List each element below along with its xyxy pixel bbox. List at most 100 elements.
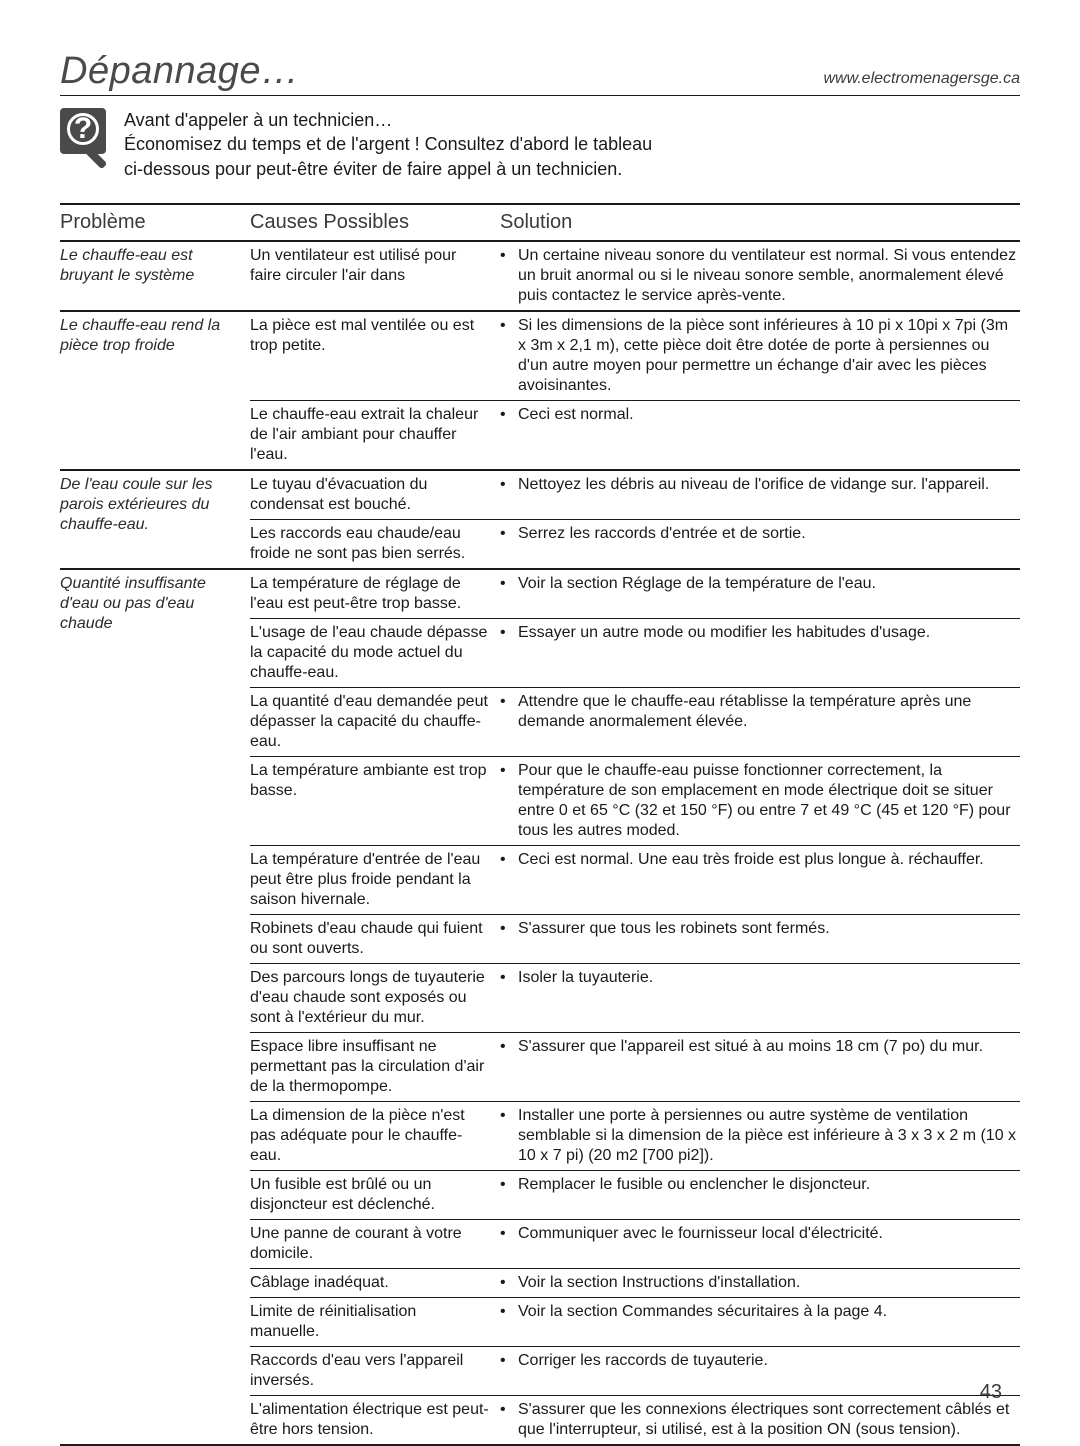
- solution-text: Un certaine niveau sonore du ventilateur…: [518, 246, 1020, 306]
- solution-text: Remplacer le fusible ou enclencher le di…: [518, 1175, 1020, 1215]
- cause-cell: Espace libre insuffisant ne permettant p…: [250, 1037, 500, 1097]
- cause-cell: Câblage inadéquat.: [250, 1273, 500, 1293]
- table-row: Câblage inadéquat.•Voir la section Instr…: [250, 1268, 1020, 1297]
- cause-cell: Les raccords eau chaude/eau froide ne so…: [250, 524, 500, 564]
- col-header-cause: Causes Possibles: [250, 205, 500, 240]
- table-row: Les raccords eau chaude/eau froide ne so…: [250, 519, 1020, 568]
- bullet-icon: •: [500, 919, 518, 959]
- solution-cell: •S'assurer que l'appareil est situé à au…: [500, 1037, 1020, 1097]
- bullet-icon: •: [500, 1400, 518, 1440]
- table-row: Le tuyau d'évacuation du condensat est b…: [250, 471, 1020, 519]
- solution-text: Si les dimensions de la pièce sont infér…: [518, 316, 1020, 396]
- table-row: La température ambiante est trop basse.•…: [250, 756, 1020, 845]
- table-row: La dimension de la pièce n'est pas adéqu…: [250, 1101, 1020, 1170]
- cause-cell: La dimension de la pièce n'est pas adéqu…: [250, 1106, 500, 1166]
- problem-group: Le chauffe-eau rend la pièce trop froide…: [60, 310, 1020, 469]
- cause-cell: Des parcours longs de tuyauterie d'eau c…: [250, 968, 500, 1028]
- problem-label: Quantité insuffisante d'eau ou pas d'eau…: [60, 570, 250, 1444]
- table-row: Robinets d'eau chaude qui fuient ou sont…: [250, 914, 1020, 963]
- cause-cell: Le tuyau d'évacuation du condensat est b…: [250, 475, 500, 515]
- table-body: Le chauffe-eau est bruyant le systèmeUn …: [60, 242, 1020, 1444]
- bullet-icon: •: [500, 850, 518, 910]
- solution-text: S'assurer que les connexions électriques…: [518, 1400, 1020, 1440]
- problem-label: De l'eau coule sur les parois extérieure…: [60, 471, 250, 568]
- solution-cell: •Remplacer le fusible ou enclencher le d…: [500, 1175, 1020, 1215]
- bullet-icon: •: [500, 1351, 518, 1391]
- bullet-icon: •: [500, 1037, 518, 1097]
- problem-group: De l'eau coule sur les parois extérieure…: [60, 469, 1020, 568]
- solution-cell: •Essayer un autre mode ou modifier les h…: [500, 623, 1020, 683]
- problem-group: Quantité insuffisante d'eau ou pas d'eau…: [60, 568, 1020, 1444]
- question-mark-icon: ?: [67, 113, 99, 145]
- bullet-icon: •: [500, 1175, 518, 1215]
- solution-text: Essayer un autre mode ou modifier les ha…: [518, 623, 1020, 683]
- cause-cell: La pièce est mal ventilée ou est trop pe…: [250, 316, 500, 396]
- solution-text: S'assurer que l'appareil est situé à au …: [518, 1037, 1020, 1097]
- table-row: Espace libre insuffisant ne permettant p…: [250, 1032, 1020, 1101]
- cause-cell: La température de réglage de l'eau est p…: [250, 574, 500, 614]
- solution-text: Communiquer avec le fournisseur local d'…: [518, 1224, 1020, 1264]
- col-header-solution: Solution: [500, 205, 1020, 240]
- bullet-icon: •: [500, 405, 518, 465]
- table-header: Problème Causes Possibles Solution: [60, 203, 1020, 242]
- solution-cell: •Serrez les raccords d'entrée et de sort…: [500, 524, 1020, 564]
- bullet-icon: •: [500, 1224, 518, 1264]
- table-row: La température d'entrée de l'eau peut êt…: [250, 845, 1020, 914]
- cause-cell: Limite de réinitialisation manuelle.: [250, 1302, 500, 1342]
- solution-text: S'assurer que tous les robinets sont fer…: [518, 919, 1020, 959]
- solution-cell: •Pour que le chauffe-eau puisse fonction…: [500, 761, 1020, 841]
- problem-rows: Le tuyau d'évacuation du condensat est b…: [250, 471, 1020, 568]
- table-row: L'alimentation électrique est peut-être …: [250, 1395, 1020, 1444]
- solution-cell: •Attendre que le chauffe-eau rétablisse …: [500, 692, 1020, 752]
- solution-text: Attendre que le chauffe-eau rétablisse l…: [518, 692, 1020, 752]
- col-header-problem: Problème: [60, 205, 250, 240]
- solution-text: Serrez les raccords d'entrée et de sorti…: [518, 524, 1020, 564]
- table-row: Raccords d'eau vers l'appareil inversés.…: [250, 1346, 1020, 1395]
- intro-text: Avant d'appeler à un technicien… Économi…: [124, 108, 652, 181]
- table-row: Limite de réinitialisation manuelle.•Voi…: [250, 1297, 1020, 1346]
- bullet-icon: •: [500, 1106, 518, 1166]
- table-row: La quantité d'eau demandée peut dépasser…: [250, 687, 1020, 756]
- solution-text: Voir la section Instructions d'installat…: [518, 1273, 1020, 1293]
- problem-group: Le chauffe-eau est bruyant le systèmeUn …: [60, 242, 1020, 310]
- bullet-icon: •: [500, 692, 518, 752]
- problem-rows: La température de réglage de l'eau est p…: [250, 570, 1020, 1444]
- solution-text: Isoler la tuyauterie.: [518, 968, 1020, 1028]
- bullet-icon: •: [500, 475, 518, 515]
- solution-cell: •Voir la section Instructions d'installa…: [500, 1273, 1020, 1293]
- help-magnifier-icon: ?: [60, 108, 106, 154]
- table-row: Un ventilateur est utilisé pour faire ci…: [250, 242, 1020, 310]
- cause-cell: La température d'entrée de l'eau peut êt…: [250, 850, 500, 910]
- cause-cell: Un fusible est brûlé ou un disjoncteur e…: [250, 1175, 500, 1215]
- solution-cell: •Isoler la tuyauterie.: [500, 968, 1020, 1028]
- bullet-icon: •: [500, 968, 518, 1028]
- site-url: www.electromenagersge.ca: [823, 70, 1020, 88]
- cause-cell: L'alimentation électrique est peut-être …: [250, 1400, 500, 1440]
- cause-cell: Un ventilateur est utilisé pour faire ci…: [250, 246, 500, 306]
- solution-cell: •Ceci est normal. Une eau très froide es…: [500, 850, 1020, 910]
- solution-cell: •Installer une porte à persiennes ou aut…: [500, 1106, 1020, 1166]
- problem-rows: Un ventilateur est utilisé pour faire ci…: [250, 242, 1020, 310]
- intro-line-1: Avant d'appeler à un technicien…: [124, 108, 652, 132]
- cause-cell: Raccords d'eau vers l'appareil inversés.: [250, 1351, 500, 1391]
- bullet-icon: •: [500, 316, 518, 396]
- problem-label: Le chauffe-eau est bruyant le système: [60, 242, 250, 310]
- table-row: L'usage de l'eau chaude dépasse la capac…: [250, 618, 1020, 687]
- troubleshooting-table: Problème Causes Possibles Solution Le ch…: [60, 203, 1020, 1446]
- solution-cell: •Communiquer avec le fournisseur local d…: [500, 1224, 1020, 1264]
- solution-cell: •Si les dimensions de la pièce sont infé…: [500, 316, 1020, 396]
- solution-cell: •Voir la section Réglage de la températu…: [500, 574, 1020, 614]
- bullet-icon: •: [500, 761, 518, 841]
- bullet-icon: •: [500, 524, 518, 564]
- solution-cell: •S'assurer que les connexions électrique…: [500, 1400, 1020, 1440]
- page-number: 43: [980, 1381, 1002, 1404]
- cause-cell: Une panne de courant à votre domicile.: [250, 1224, 500, 1264]
- bullet-icon: •: [500, 1273, 518, 1293]
- solution-cell: •S'assurer que tous les robinets sont fe…: [500, 919, 1020, 959]
- intro-line-3: ci-dessous pour peut-être éviter de fair…: [124, 157, 652, 181]
- solution-cell: •Corriger les raccords de tuyauterie.: [500, 1351, 1020, 1391]
- solution-cell: •Voir la section Commandes sécuritaires …: [500, 1302, 1020, 1342]
- solution-text: Nettoyez les débris au niveau de l'orifi…: [518, 475, 1020, 515]
- cause-cell: La température ambiante est trop basse.: [250, 761, 500, 841]
- cause-cell: Robinets d'eau chaude qui fuient ou sont…: [250, 919, 500, 959]
